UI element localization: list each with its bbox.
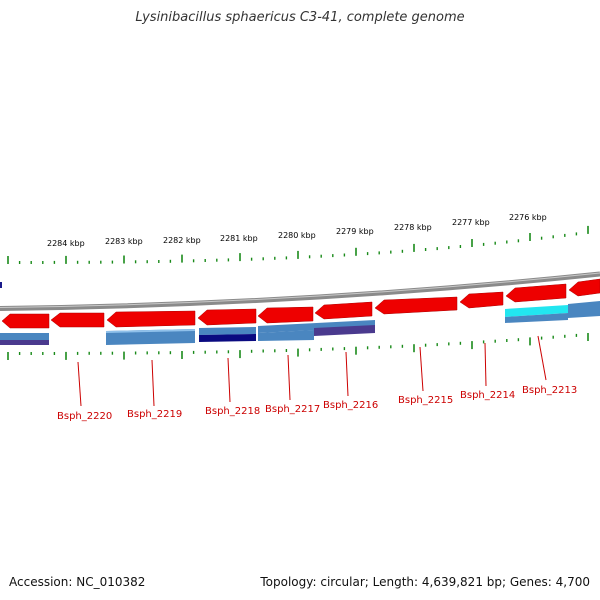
gene-label[interactable]: Bsph_2215 [398,395,453,406]
outer-tick-track [7,225,589,264]
kbp-label-group: 2284 kbp 2283 kbp 2282 kbp 2281 kbp 2280… [47,213,547,248]
kbp-label: 2284 kbp [47,239,85,248]
gene-label[interactable]: Bsph_2213 [522,385,577,396]
leader-line [287,354,291,401]
gene-arrow[interactable] [1,313,50,329]
leader-line [484,342,487,387]
genome-backbone-highlight [0,272,600,308]
gene-arrow[interactable] [50,312,105,328]
kbp-label: 2279 kbp [336,227,374,236]
leader-line [537,335,547,381]
gene-arrow[interactable] [459,291,504,309]
gene-arrow[interactable] [106,310,196,328]
kbp-label: 2281 kbp [220,234,258,243]
feature-track [0,301,600,345]
kbp-label: 2282 kbp [163,236,201,245]
feature-block [106,329,195,333]
leader-line [419,346,424,392]
leader-line [227,357,231,403]
gene-label[interactable]: Bsph_2214 [460,390,515,401]
gene-label-group: Bsph_2220 Bsph_2219 Bsph_2218 Bsph_2217 … [57,385,577,422]
genome-summary-text: Topology: circular; Length: 4,639,821 bp… [260,575,590,589]
kbp-label: 2276 kbp [509,213,547,222]
feature-block [199,334,256,342]
gene-arrow[interactable] [257,306,314,324]
feature-block [199,327,256,335]
gene-arrow[interactable] [568,278,600,297]
inner-tick-track [7,333,589,360]
gene-arrow[interactable] [374,296,458,315]
feature-block [568,301,600,318]
gene-track[interactable] [1,278,600,329]
gene-leader-lines [77,335,547,407]
feature-block [258,330,314,341]
left-edge-marker [0,282,2,288]
map-title: Lysinibacillus sphaericus C3-41, complet… [135,10,465,25]
gene-label[interactable]: Bsph_2218 [205,406,260,417]
kbp-label: 2280 kbp [278,231,316,240]
gene-arrow[interactable] [314,301,373,320]
kbp-label: 2278 kbp [394,223,432,232]
feature-block [505,313,568,323]
gene-label[interactable]: Bsph_2217 [265,404,320,415]
gene-label[interactable]: Bsph_2216 [323,400,378,411]
feature-block [314,325,375,336]
kbp-label: 2277 kbp [452,218,490,227]
feature-block [0,333,49,340]
leader-line [345,351,349,397]
genome-backbone [0,271,600,311]
leader-line [151,359,155,407]
gene-arrow[interactable] [505,283,567,303]
accession-text: Accession: NC_010382 [9,575,146,589]
gene-label[interactable]: Bsph_2219 [127,409,182,420]
feature-block [0,340,49,345]
feature-block [106,329,195,345]
gene-label[interactable]: Bsph_2220 [57,411,112,422]
kbp-label: 2283 kbp [105,237,143,246]
leader-line [77,361,82,407]
gene-arrow[interactable] [197,308,257,326]
feature-block [258,320,375,333]
